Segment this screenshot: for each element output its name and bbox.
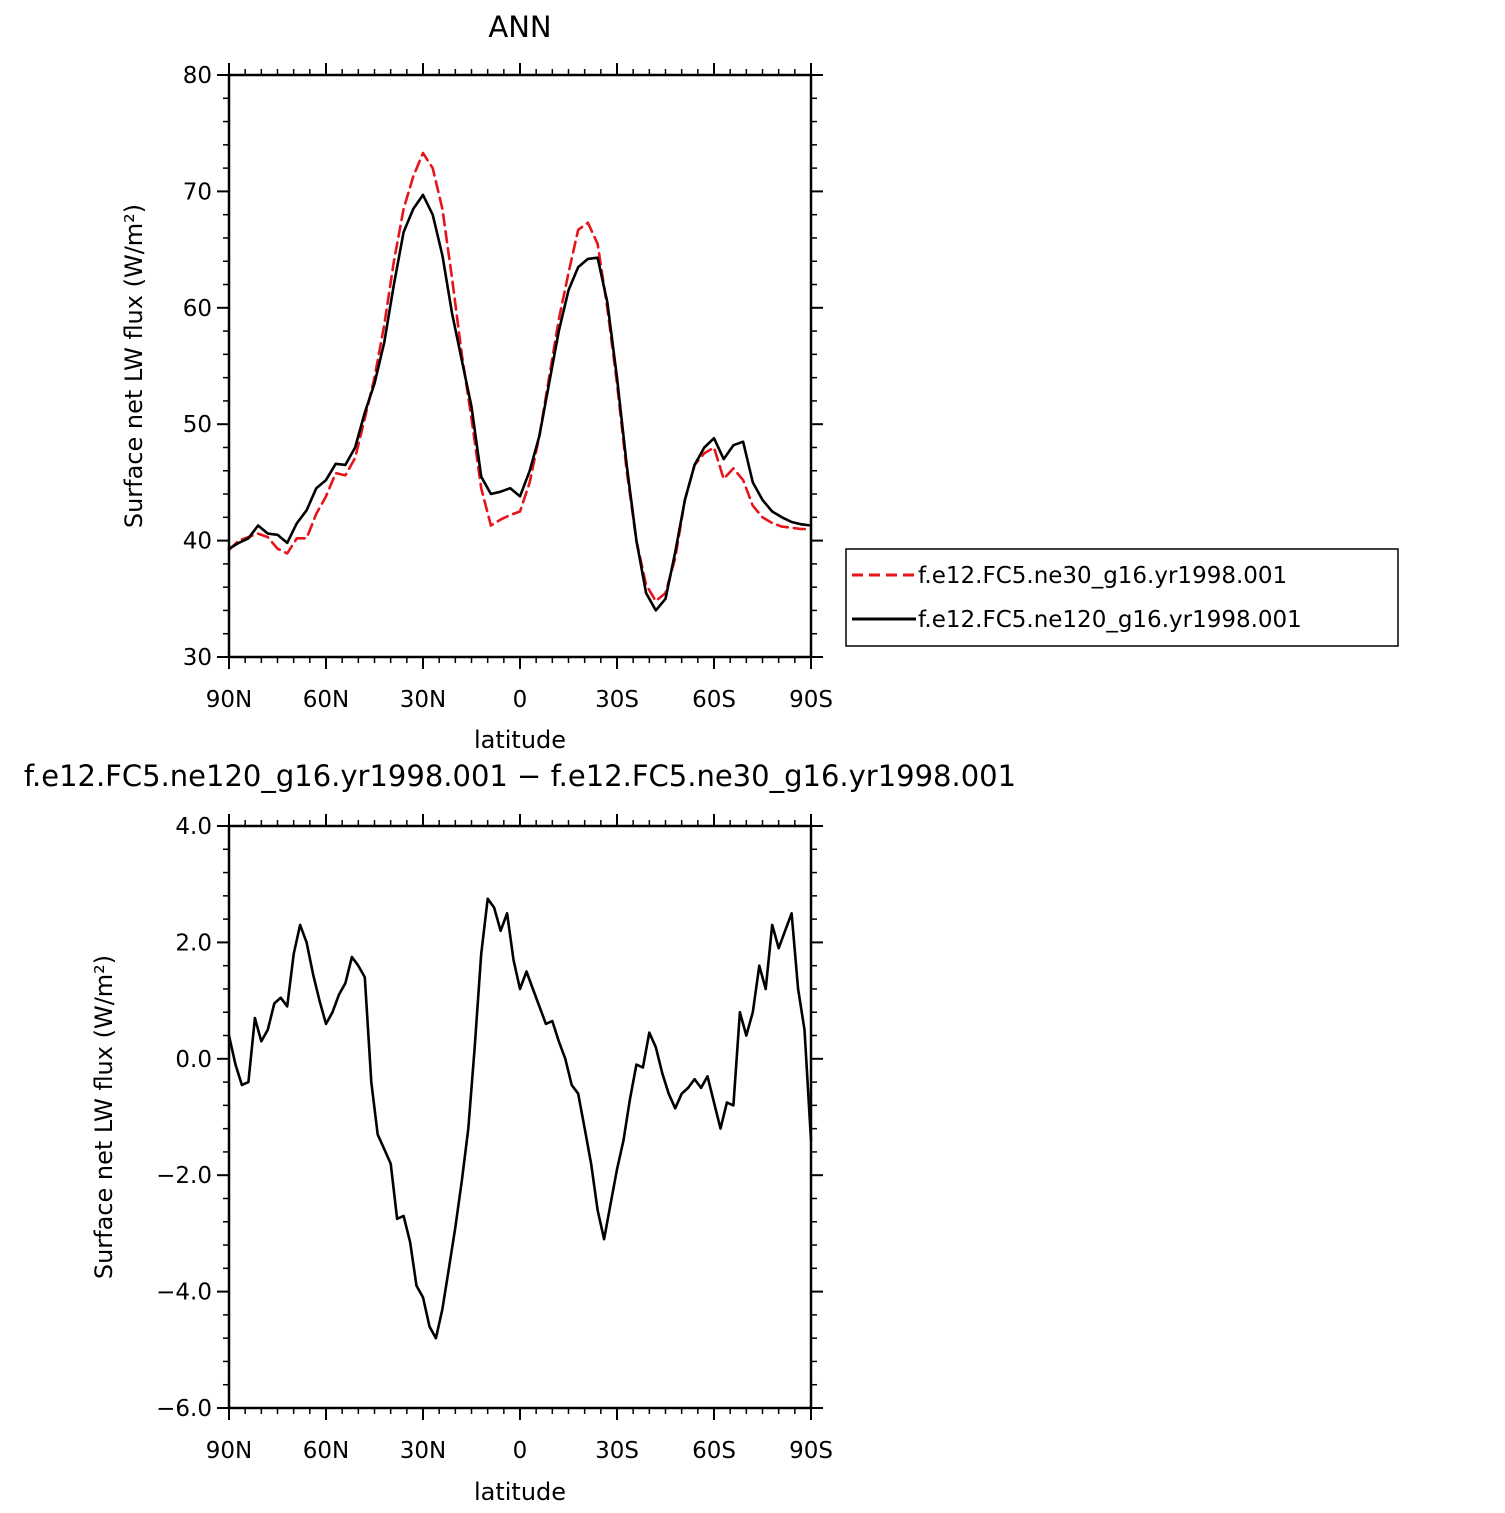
top-chart-panel: ANN 90N 60N 30N 0 30S 60S 90S 30 40 50 60 70 80 lati… <box>120 10 1399 754</box>
legend: f.e12.FC5.ne30_g16.yr1998.001 f.e12.FC5.… <box>845 548 1399 647</box>
bottom-ytick-label-3: −2.0 <box>156 1163 212 1189</box>
top-series-line-0 <box>227 151 813 603</box>
bottom-xtick-label-1: 60N <box>303 1438 349 1464</box>
bottom-chart-axes: 90N 60N 30N 0 30S 60S 90S 4.0 2.0 0.0 −2.0 −4.0 −6.0 <box>156 814 833 1464</box>
bottom-xtick-label-2: 30N <box>400 1438 446 1464</box>
bottom-chart-title: f.e12.FC5.ne120_g16.yr1998.001 − f.e12.F… <box>24 759 1016 793</box>
bottom-ytick-label-2: 0.0 <box>175 1047 212 1073</box>
top-ytick-label-0: 30 <box>183 645 212 671</box>
bottom-chart-plot-area <box>227 897 813 1340</box>
top-xtick-label-6: 90S <box>789 687 833 713</box>
bottom-xtick-label-3: 0 <box>513 1438 528 1464</box>
top-xtick-label-2: 30N <box>400 687 446 713</box>
bottom-chart-panel: f.e12.FC5.ne120_g16.yr1998.001 − f.e12.F… <box>24 759 1016 1506</box>
top-ytick-label-1: 40 <box>183 529 212 555</box>
top-chart-axes: 90N 60N 30N 0 30S 60S 90S 30 40 50 60 70 80 <box>183 63 833 713</box>
top-ytick-label-4: 70 <box>183 179 212 205</box>
bottom-chart-xlabel: latitude <box>474 1478 566 1506</box>
top-xtick-label-3: 0 <box>513 687 528 713</box>
top-chart-title: ANN <box>488 10 551 44</box>
bottom-xtick-label-6: 90S <box>789 1438 833 1464</box>
top-xtick-label-5: 60S <box>692 687 736 713</box>
top-chart-xlabel: latitude <box>474 726 566 754</box>
bottom-series-line-0 <box>227 897 813 1340</box>
bottom-xtick-label-0: 90N <box>206 1438 252 1464</box>
bottom-xtick-label-5: 60S <box>692 1438 736 1464</box>
top-chart-ylabel: Surface net LW flux (W/m²) <box>120 204 148 528</box>
bottom-ytick-label-4: −4.0 <box>156 1280 212 1306</box>
legend-box <box>845 548 1399 647</box>
top-chart-plot-area <box>227 151 813 612</box>
bottom-xtick-label-4: 30S <box>595 1438 639 1464</box>
top-series-line-1 <box>227 193 813 612</box>
legend-label-ne120: f.e12.FC5.ne120_g16.yr1998.001 <box>918 607 1302 633</box>
bottom-ytick-label-1: 2.0 <box>175 930 212 956</box>
top-ytick-label-3: 60 <box>183 296 212 322</box>
top-chart-frame <box>227 73 813 659</box>
bottom-ytick-label-0: 4.0 <box>175 814 212 840</box>
top-ytick-label-2: 50 <box>183 412 212 438</box>
bottom-chart-ylabel: Surface net LW flux (W/m²) <box>90 955 118 1279</box>
top-ytick-label-5: 80 <box>183 63 212 89</box>
top-xtick-label-1: 60N <box>303 687 349 713</box>
bottom-ytick-label-5: −6.0 <box>156 1396 212 1422</box>
top-xtick-label-0: 90N <box>206 687 252 713</box>
top-xtick-label-4: 30S <box>595 687 639 713</box>
legend-label-ne30: f.e12.FC5.ne30_g16.yr1998.001 <box>918 563 1287 589</box>
